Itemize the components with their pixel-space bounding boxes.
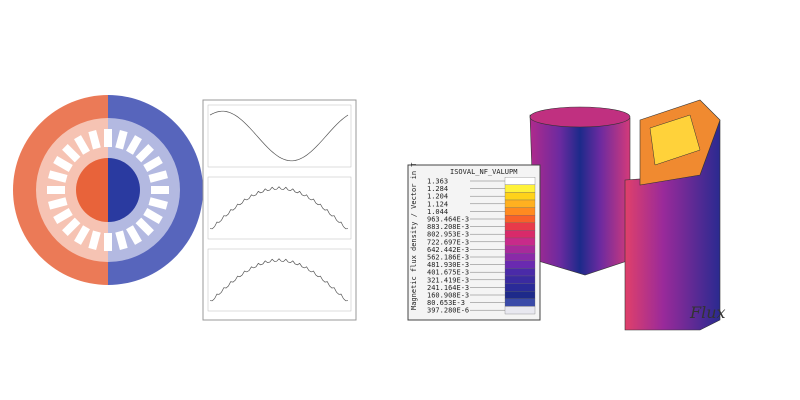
legend-value: 481.930E-3 bbox=[427, 261, 469, 269]
slot bbox=[143, 208, 163, 224]
slot bbox=[104, 233, 112, 251]
slot bbox=[62, 144, 81, 163]
legend: ISOVAL_NF_VALUPM Magnetic flux density /… bbox=[407, 162, 541, 321]
legend-value: 1.363 bbox=[427, 178, 448, 186]
fem-view: Flux bbox=[529, 99, 726, 331]
legend-swatch bbox=[504, 283, 536, 292]
slot bbox=[148, 170, 168, 183]
legend-header: ISOVAL_NF_VALUPM bbox=[450, 168, 517, 176]
legend-swatch bbox=[504, 260, 536, 269]
plot-frame bbox=[207, 104, 352, 168]
legend-value: 397.280E-6 bbox=[427, 307, 469, 315]
waveform-panel bbox=[202, 99, 357, 321]
slot bbox=[126, 135, 142, 155]
legend-swatch bbox=[504, 298, 536, 307]
slot bbox=[47, 186, 65, 194]
slot bbox=[74, 225, 90, 245]
slot bbox=[126, 225, 142, 245]
slot bbox=[53, 208, 73, 224]
slot bbox=[148, 197, 168, 210]
slot bbox=[88, 230, 101, 250]
legend-value: 321.419E-3 bbox=[427, 276, 469, 284]
waveform bbox=[209, 258, 349, 302]
waveform bbox=[209, 186, 349, 230]
legend-value: 1.204 bbox=[427, 193, 448, 201]
legend-swatch bbox=[504, 207, 536, 216]
legend-value: 401.675E-3 bbox=[427, 269, 469, 277]
legend-swatch bbox=[504, 215, 536, 223]
legend-value: 80.653E-3 bbox=[427, 299, 465, 307]
waveform bbox=[209, 110, 349, 162]
legend-value: 963.464E-3 bbox=[427, 216, 469, 224]
slot bbox=[53, 156, 73, 172]
slot bbox=[115, 130, 128, 150]
legend-value: 883.208E-3 bbox=[427, 223, 469, 231]
legend-swatch bbox=[504, 199, 536, 208]
slot bbox=[115, 230, 128, 250]
legend-swatch bbox=[504, 306, 536, 315]
slot bbox=[135, 144, 154, 163]
legend-swatch bbox=[504, 268, 536, 277]
legend-swatch bbox=[504, 230, 536, 239]
legend-value: 802.953E-3 bbox=[427, 231, 469, 239]
legend-swatch bbox=[504, 275, 536, 284]
slot bbox=[104, 129, 112, 147]
slot bbox=[88, 130, 101, 150]
motor-section bbox=[13, 95, 203, 285]
logo: Flux bbox=[689, 303, 726, 322]
legend-swatch bbox=[504, 192, 536, 201]
slot bbox=[151, 186, 169, 194]
legend-swatch bbox=[504, 184, 536, 193]
slot bbox=[48, 170, 68, 183]
slot bbox=[74, 135, 90, 155]
slot bbox=[143, 156, 163, 172]
legend-axis-label: Magnetic flux density / Vector in T bbox=[410, 162, 418, 310]
legend-swatch bbox=[504, 245, 536, 254]
legend-value: 722.697E-3 bbox=[427, 238, 469, 246]
legend-value: 1.124 bbox=[427, 200, 448, 208]
legend-swatch bbox=[504, 177, 536, 185]
legend-value: 642.442E-3 bbox=[427, 246, 469, 254]
legend-swatch bbox=[504, 291, 536, 299]
slot bbox=[62, 217, 81, 236]
legend-value: 1.044 bbox=[427, 208, 448, 216]
legend-swatch bbox=[504, 237, 536, 246]
plot-frame bbox=[207, 248, 352, 312]
legend-value: 160.908E-3 bbox=[427, 292, 469, 300]
legend-swatch bbox=[504, 253, 536, 261]
legend-value: 1.284 bbox=[427, 185, 448, 193]
legend-value: 562.186E-3 bbox=[427, 254, 469, 262]
legend-value: 241.164E-3 bbox=[427, 284, 469, 292]
slot bbox=[135, 217, 154, 236]
legend-swatch bbox=[504, 222, 536, 231]
slot bbox=[48, 197, 68, 210]
plot-frame bbox=[207, 176, 352, 240]
